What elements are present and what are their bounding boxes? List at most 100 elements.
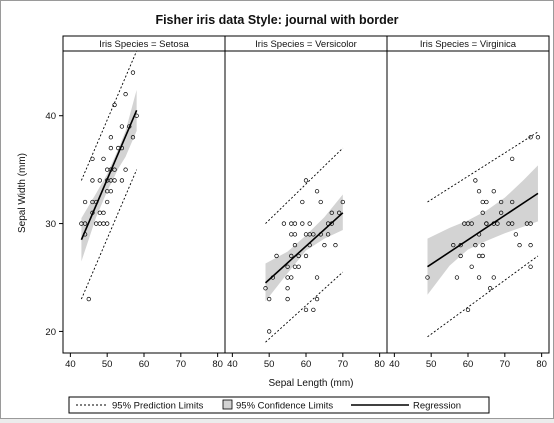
data-point xyxy=(119,124,125,129)
data-point xyxy=(289,253,294,259)
x-tick-label: 80 xyxy=(536,359,547,370)
data-point xyxy=(469,264,474,269)
data-point xyxy=(465,307,471,313)
data-point xyxy=(491,189,496,194)
x-tick-label: 40 xyxy=(389,359,400,370)
data-point xyxy=(333,242,338,248)
data-point xyxy=(528,242,533,248)
data-point xyxy=(314,275,320,280)
data-point xyxy=(340,199,345,205)
x-tick-label: 60 xyxy=(463,359,474,370)
data-point xyxy=(454,275,460,280)
x-tick-label: 60 xyxy=(301,359,312,370)
x-tick-label: 80 xyxy=(212,359,223,370)
data-point xyxy=(105,221,110,226)
x-tick-label: 50 xyxy=(102,359,113,370)
data-point xyxy=(480,242,485,248)
data-point xyxy=(491,275,496,280)
data-point xyxy=(101,221,106,226)
data-point xyxy=(473,178,478,183)
x-tick-label: 40 xyxy=(65,359,76,370)
data-point xyxy=(296,253,301,259)
data-point xyxy=(498,210,504,215)
data-point xyxy=(318,199,323,205)
data-point xyxy=(329,210,334,215)
legend-regression-label: Regression xyxy=(413,401,461,412)
panel-1: Iris Species = Setosa 40 50 60 70 80 20 30 40 xyxy=(45,35,226,370)
data-point xyxy=(86,296,91,302)
data-point xyxy=(535,135,541,140)
data-point xyxy=(123,167,128,172)
data-point xyxy=(476,275,482,280)
data-point xyxy=(289,232,294,237)
data-point xyxy=(101,156,106,162)
data-point xyxy=(292,264,298,269)
regression-line xyxy=(427,192,539,268)
data-point xyxy=(528,264,533,269)
panel-strip-label: Iris Species = Virginica xyxy=(420,39,517,50)
data-point xyxy=(314,296,320,302)
legend-prediction-label: 95% Prediction Limits xyxy=(112,401,204,412)
data-point xyxy=(289,221,294,226)
data-point xyxy=(267,329,272,334)
prediction-lower-line xyxy=(265,271,344,343)
data-point xyxy=(108,189,114,194)
data-point xyxy=(112,167,117,172)
prediction-upper-line xyxy=(427,131,539,203)
data-point xyxy=(130,135,136,140)
data-point xyxy=(528,135,533,140)
data-point xyxy=(303,253,309,259)
data-point xyxy=(108,145,114,151)
x-tick-label: 40 xyxy=(227,359,238,370)
data-point xyxy=(480,210,485,215)
x-tick-label: 70 xyxy=(338,359,349,370)
data-point xyxy=(484,199,489,205)
x-tick-label: 80 xyxy=(374,359,385,370)
y-axis-label: Sepal Width (mm) xyxy=(17,153,28,233)
y-tick-label: 30 xyxy=(45,219,56,230)
data-point xyxy=(108,135,114,140)
data-point xyxy=(292,242,298,248)
data-point xyxy=(425,275,430,280)
legend-box xyxy=(68,396,490,414)
data-point xyxy=(487,286,493,291)
data-point xyxy=(105,199,110,205)
panel-border xyxy=(62,35,226,354)
data-point xyxy=(517,242,522,248)
data-point xyxy=(82,199,88,205)
panel-3: Iris Species = Virginica 40 50 60 70 80 xyxy=(386,35,550,370)
x-tick-label: 70 xyxy=(176,359,187,370)
x-tick-label: 50 xyxy=(426,359,437,370)
data-point xyxy=(480,199,485,205)
data-point xyxy=(480,253,485,259)
data-point xyxy=(292,232,298,237)
data-point xyxy=(528,221,533,226)
data-point xyxy=(123,91,128,97)
data-point xyxy=(119,178,125,183)
data-point xyxy=(484,221,489,226)
data-point xyxy=(510,199,515,205)
data-point xyxy=(97,221,102,226)
data-point xyxy=(469,221,474,226)
data-point xyxy=(476,189,482,194)
panel-border xyxy=(224,35,388,354)
data-point xyxy=(112,102,117,108)
data-point xyxy=(285,296,290,302)
chart-title: Fisher iris data Style: journal with bor… xyxy=(155,13,398,27)
legend-confidence-swatch xyxy=(222,399,233,410)
data-point xyxy=(93,221,99,226)
data-point xyxy=(473,242,478,248)
data-point xyxy=(285,264,290,269)
x-tick-label: 60 xyxy=(139,359,150,370)
data-point xyxy=(325,232,331,237)
data-point xyxy=(296,264,301,269)
data-point xyxy=(101,210,106,215)
data-point xyxy=(336,210,342,215)
data-point xyxy=(513,232,519,237)
data-point xyxy=(300,221,305,226)
data-point xyxy=(82,221,88,226)
data-point xyxy=(498,199,504,205)
data-point xyxy=(90,156,95,162)
